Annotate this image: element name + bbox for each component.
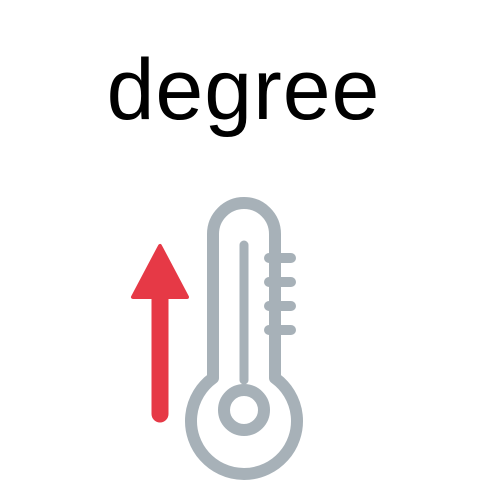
up-arrow-icon — [131, 244, 189, 423]
thermometer-icon — [185, 197, 303, 480]
word-label: degree — [106, 42, 381, 138]
